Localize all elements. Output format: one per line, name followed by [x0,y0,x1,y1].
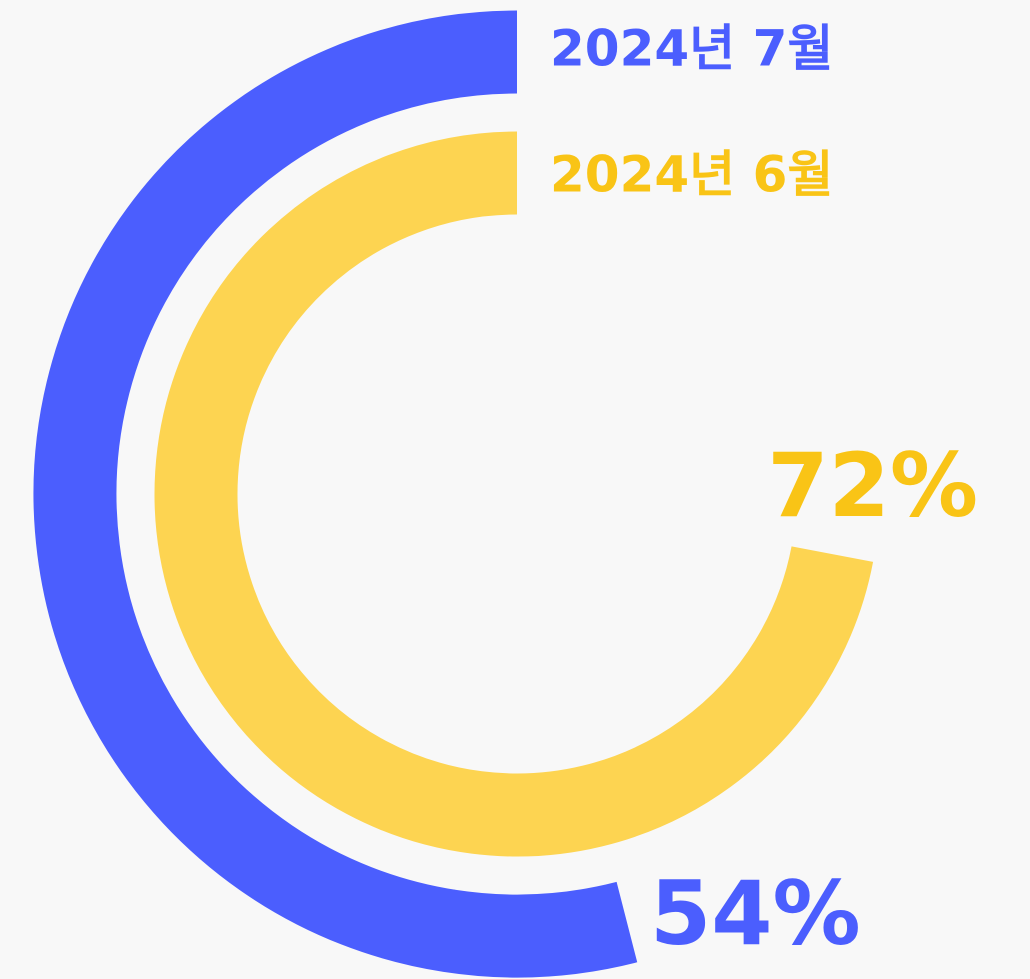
value-label: 54% [650,862,861,965]
ring-arc [33,10,638,978]
ring-arc [154,131,874,857]
value-label: 72% [767,434,978,537]
legend-label: 2024년 7월 [550,20,833,78]
legend-label: 2024년 6월 [550,146,833,204]
